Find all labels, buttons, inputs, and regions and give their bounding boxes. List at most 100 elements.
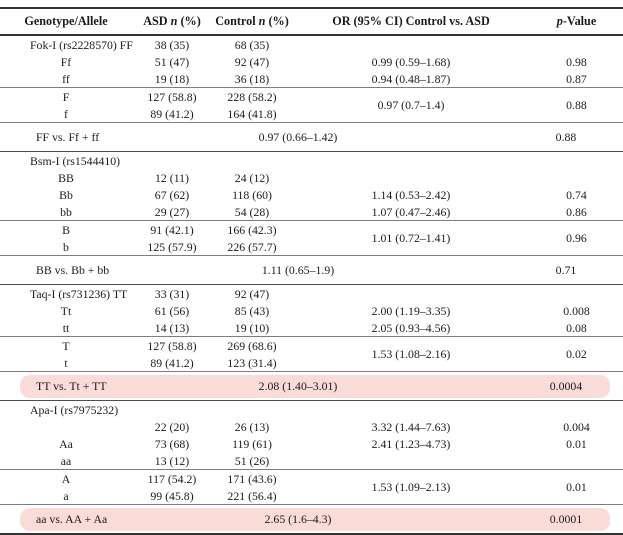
control-count-cell: 123 (31.4) [227,355,277,370]
summary-cell: aa vs. AA + Aa 2.65 (1.6–4.3) 0.0001 [0,504,623,534]
asd-count-cell: 127 (58.8) [132,87,212,105]
summary-row: BB vs. Bb + bb 1.11 (0.65–1.9) 0.71 [0,255,623,285]
genotype-row: Aa 73 (68) 119 (61) 2.41 (1.23–4.73) 0.01 [0,435,623,452]
p-value-cell: 0.86 [566,204,587,219]
allele-row: T 127 (58.8) 269 (68.6) 1.53 (1.08–2.16) 0.0… [0,336,623,372]
genotype-association-table: Genotype/Allele ASD n (%) Control n (%) OR … [0,7,623,535]
p-value-cell: 0.74 [566,187,587,202]
genotype-label-cell: Bb [59,187,73,202]
asd-count-cell: 12 (11) [155,170,189,185]
table-header: Genotype/Allele ASD n (%) Control n (%) OR … [0,8,623,36]
p-value-cell: 0.004 [563,419,590,434]
column-header-text: n [258,14,266,28]
allele-row: F 127 (58.8) 228 (58.2) 0.97 (0.7–1.4) 0.88 [0,87,623,123]
control-count-cell: 26 (13) [234,419,270,434]
genotype-row: ff 19 (18) 36 (18) 0.94 (0.48–1.87) 0.87 [0,70,623,88]
control-count-cell: 92 (47) [234,54,270,69]
genotype-row: Fok-I (rs2228570) FF 38 (35) 68 (35) [0,35,623,53]
column-header-text: ASD [143,14,171,28]
odds-ratio-cell [292,452,530,470]
odds-ratio-cell: 1.53 (1.09–2.13) [292,469,530,505]
asd-count-cell: 89 (41.2) [150,355,194,370]
odds-ratio-cell: 2.05 (0.93–4.56) [371,320,451,335]
genotype-label-cell: tt [62,320,70,335]
odds-ratio-cell: 0.94 (0.48–1.87) [371,71,451,86]
control-count-cell [212,400,292,418]
control-count-cell: 24 (12) [234,170,270,185]
odds-ratio-cell [292,151,530,169]
allele-label-cell: f [64,106,68,121]
highlight-bar: aa vs. AA + Aa 2.65 (1.6–4.3) 0.0001 [20,507,610,531]
p-value-cell [530,169,623,186]
p-value-cell: 0.88 [530,87,623,123]
control-count-cell: 269 (68.6) [212,336,292,354]
asd-count-cell: 14 (13) [154,320,190,335]
control-count-cell: 92 (47) [212,284,292,302]
genotype-label-cell: Bsm-I (rs1544410) [0,151,132,169]
column-header: Control n (%) [212,8,292,36]
column-header-text: (%) [265,14,289,28]
odds-ratio-cell [292,35,530,53]
p-value-cell: 0.01 [530,469,623,505]
control-count-cell: 51 (26) [234,453,270,468]
asd-count-cell: 73 (68) [154,436,190,451]
control-count-cell: 119 (61) [232,436,272,451]
allele-label-cell: A [0,469,132,487]
control-count-cell: 85 (43) [234,303,270,318]
p-value-cell [530,452,623,470]
asd-count-cell: 89 (41.2) [150,106,194,121]
genotype-label-cell: aa [60,453,72,468]
allele-row: B 91 (42.1) 166 (42.3) 1.01 (0.72–1.41) 0.96 [0,220,623,256]
column-header-text: Genotype/Allele [24,14,108,28]
summary-row: FF vs. Ff + ff 0.97 (0.66–1.42) 0.88 [0,122,623,152]
column-header: ASD n (%) [132,8,212,36]
odds-ratio-value: 0.97 (0.66–1.42) [258,130,338,144]
control-count-cell: 36 (18) [234,71,270,86]
p-value-cell: 0.008 [563,303,590,318]
p-value-cell: 0.87 [566,71,587,86]
odds-ratio-cell: 0.97 (0.7–1.4) [292,87,530,123]
allele-label-cell: F [0,87,132,105]
genotype-row: Ff 51 (47) 92 (47) 0.99 (0.59–1.68) 0.98 [0,53,623,70]
odds-ratio-value: 1.11 (0.65–1.9) [261,263,335,277]
p-value-cell [530,400,623,418]
genotype-label-cell [0,418,132,435]
column-header: OR (95% CI) Control vs. ASD [292,8,530,36]
column-header-text: Control [215,14,259,28]
control-count-cell: 19 (10) [234,320,270,335]
column-header-text: OR (95% CI) Control vs. ASD [332,14,490,28]
odds-ratio-value: 2.08 (1.40–3.01) [258,379,338,393]
control-count-cell: 164 (41.8) [227,106,277,121]
column-header-text: p [556,14,563,28]
genotype-label-cell: ff [62,71,70,86]
odds-ratio-cell: 1.01 (0.72–1.41) [292,220,530,256]
genotype-row: aa 13 (12) 51 (26) [0,452,623,470]
summary-cell: TT vs. Tt + TT 2.08 (1.40–3.01) 0.0004 [0,371,623,401]
p-value-cell [530,284,623,302]
odds-ratio-cell [292,284,530,302]
genotype-label-cell: Apa-I (rs7975232) [0,400,132,418]
genotype-row: Bb 67 (62) 118 (60) 1.14 (0.53–2.42) 0.74 [0,186,623,203]
column-header-text: n [170,14,178,28]
asd-count-cell: 91 (42.1) [132,220,212,238]
control-count-cell: 228 (58.2) [212,87,292,105]
asd-count-cell: 19 (18) [154,71,190,86]
p-value-cell: 0.98 [566,54,587,69]
genotype-label-cell: bb [60,204,72,219]
p-value: 0.0001 [549,512,583,526]
column-header-text: (%) [177,14,201,28]
odds-ratio-cell: 3.32 (1.44–7.63) [371,419,451,434]
odds-ratio-cell: 2.41 (1.23–4.73) [371,436,451,451]
p-value-cell: 0.96 [530,220,623,256]
table-body: Fok-I (rs2228570) FF 38 (35) 68 (35) Ff 51 (… [0,35,623,534]
comparison-label: TT vs. Tt + TT [36,379,107,393]
p-value-cell [530,151,623,169]
allele-label-cell: T [0,336,132,354]
genotype-row: Taq-I (rs731236) TT 33 (31) 92 (47) [0,284,623,302]
summary-cell: BB vs. Bb + bb 1.11 (0.65–1.9) 0.71 [0,255,623,285]
asd-count-cell: 61 (56) [154,303,190,318]
asd-count-cell [132,400,212,418]
genotype-row: 22 (20) 26 (13) 3.32 (1.44–7.63) 0.004 [0,418,623,435]
column-header: p-Value [530,8,623,36]
